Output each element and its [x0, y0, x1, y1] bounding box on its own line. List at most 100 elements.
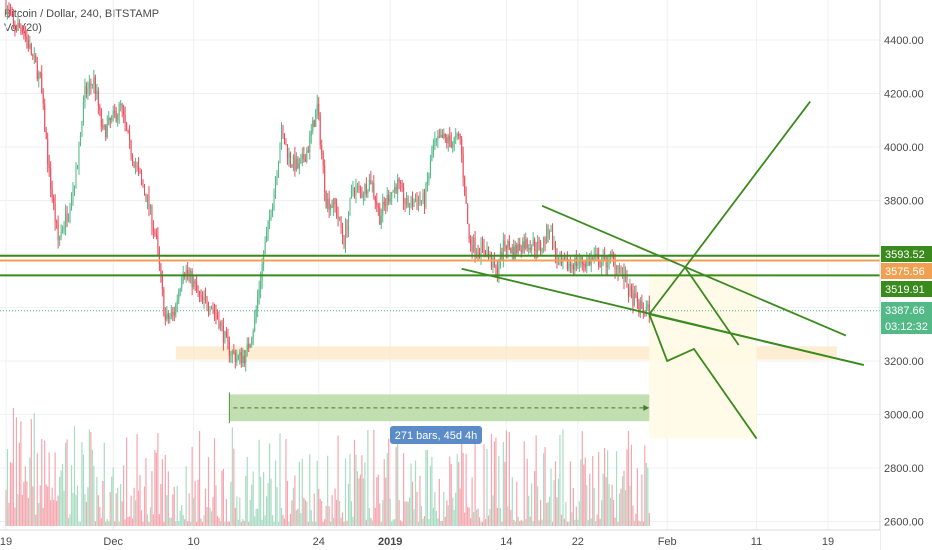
volume-bar: [477, 508, 479, 526]
candle-body: [517, 243, 519, 253]
volume-bar: [511, 477, 513, 526]
candle-body: [123, 108, 125, 116]
volume-bar: [333, 517, 335, 526]
candle-body: [322, 153, 324, 166]
candle-body: [261, 264, 263, 281]
volume-bar: [538, 520, 540, 526]
volume-bar: [408, 497, 411, 526]
volume-bar: [56, 500, 58, 526]
candle-body: [190, 271, 192, 275]
trendline[interactable]: [649, 313, 864, 366]
candle-body: [316, 103, 318, 111]
volume-bar: [467, 507, 469, 526]
volume-bar: [431, 457, 433, 526]
volume-bar: [580, 459, 582, 526]
candle-body: [593, 255, 595, 259]
volume-bar: [201, 521, 204, 526]
volume-bar: [349, 453, 351, 526]
candle-body: [36, 62, 38, 80]
candle-body: [263, 254, 265, 265]
range-badge[interactable]: [390, 426, 482, 444]
candle-body: [196, 283, 198, 291]
volume-bar: [465, 453, 467, 526]
level-badge[interactable]: [881, 246, 932, 262]
volume-bar: [325, 505, 327, 526]
candle-body: [407, 198, 409, 208]
candle-body: [38, 72, 40, 80]
volume-bar: [493, 441, 496, 526]
projection-path[interactable]: [648, 313, 758, 440]
drawings[interactable]: [461, 100, 864, 440]
candle-body: [583, 263, 585, 265]
candle-body: [27, 39, 29, 49]
candle-body: [620, 267, 622, 270]
volume-bar: [364, 462, 366, 526]
volume-bar: [394, 519, 396, 526]
candle-body: [477, 252, 479, 254]
projection-path[interactable]: [684, 266, 740, 346]
volume-bar: [288, 521, 290, 526]
candle-body: [350, 190, 352, 198]
volume-bar: [517, 516, 519, 526]
candle-body: [487, 249, 489, 256]
volume-bar: [639, 521, 641, 526]
last-price-badge[interactable]: [881, 302, 932, 318]
candle-body: [85, 86, 87, 94]
candle-body: [444, 133, 446, 138]
candle-body: [482, 242, 484, 246]
range-measure[interactable]: 271 bars, 45d 4h: [228, 392, 650, 444]
candle-body: [508, 240, 510, 248]
volume-bar: [242, 518, 244, 526]
volume-bar: [618, 493, 621, 526]
candle-body: [345, 225, 347, 247]
candle-body: [629, 286, 631, 296]
candle-body: [412, 196, 414, 207]
volume-bar: [547, 502, 549, 526]
candle-body: [401, 183, 403, 188]
candle-body: [563, 258, 565, 261]
time-axis[interactable]: 19 Dec 10 24 2019 14 22 Feb 11 19: [0, 529, 880, 550]
volume-bar: [295, 510, 297, 526]
candle-body: [282, 127, 284, 135]
candle-body: [129, 133, 131, 140]
candle-body: [298, 163, 300, 168]
candle-body: [270, 216, 272, 218]
candle-body: [529, 247, 531, 251]
volume-bar: [23, 481, 25, 526]
horizontal-levels[interactable]: [0, 254, 880, 312]
volume-bar: [99, 506, 101, 526]
volume-bar: [593, 487, 595, 526]
candle-body: [645, 307, 647, 313]
candle-body: [103, 125, 105, 128]
volume-bar: [648, 512, 650, 526]
volume-bar: [401, 521, 403, 526]
candle-body: [459, 136, 461, 139]
volume-bar: [306, 501, 308, 526]
volume-bar: [237, 519, 239, 526]
candle-body: [160, 264, 162, 275]
countdown-badge[interactable]: [881, 318, 932, 334]
level-badge[interactable]: [881, 263, 932, 279]
volume-bar: [196, 521, 198, 526]
trendline[interactable]: [541, 205, 847, 337]
candle-body: [502, 240, 504, 260]
level-badge[interactable]: [881, 281, 932, 297]
volume-bar: [173, 486, 175, 526]
volume-bar: [129, 516, 131, 526]
volume-bar: [544, 447, 546, 526]
volume-bar: [44, 440, 46, 526]
volume-bar: [307, 521, 309, 526]
volume-bar: [414, 460, 417, 526]
price-axis[interactable]: 2600.002800.003000.003200.003400.003600.…: [879, 0, 932, 550]
candle-body: [106, 123, 108, 138]
candle-body: [228, 342, 230, 356]
volume-bar: [398, 500, 400, 526]
candle-body: [138, 166, 140, 170]
volume-bar: [456, 454, 458, 526]
candle-body: [453, 137, 455, 144]
candle-body: [79, 135, 81, 147]
volume-bar: [93, 465, 95, 526]
candle-body: [60, 231, 62, 238]
volume-bar: [310, 510, 312, 526]
